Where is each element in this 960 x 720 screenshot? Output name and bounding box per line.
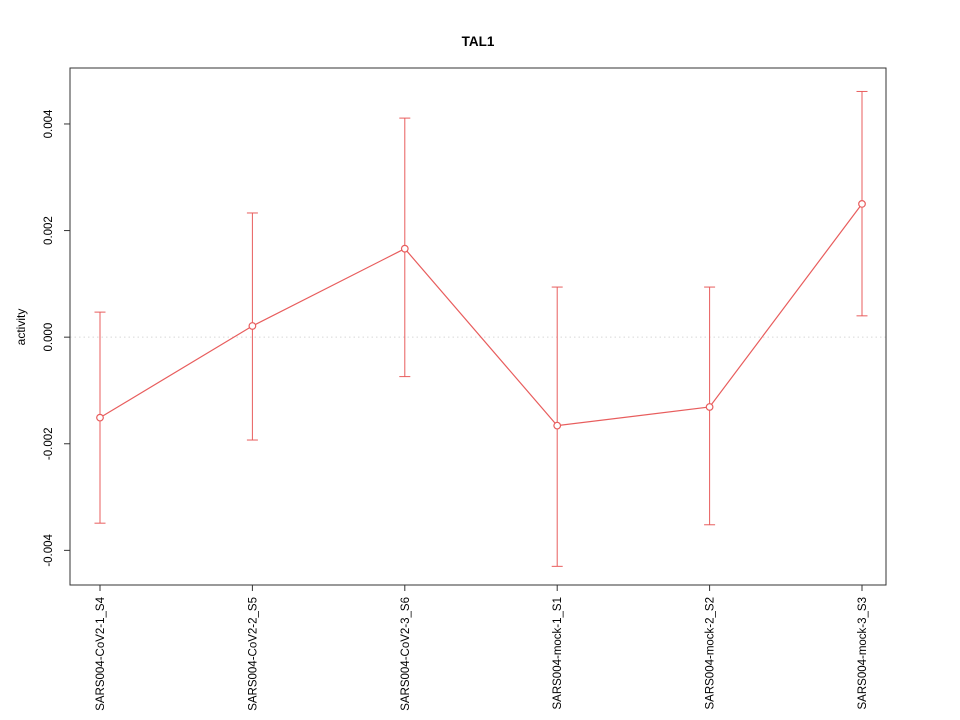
data-point	[858, 200, 866, 208]
data-point	[400, 244, 409, 253]
plot-area: -0.004 -0.002 0.000 0.002 0.004 SARS004-CoV2-…	[43, 67, 887, 711]
y-tick-label: 0.002	[43, 216, 55, 245]
plot-border	[69, 67, 887, 586]
data-point	[705, 403, 714, 411]
y-tick-label: -0.002	[43, 427, 55, 460]
data-point	[96, 413, 104, 422]
x-tick-label: SARS004-CoV2-3_S6	[400, 597, 412, 711]
data-point	[553, 421, 562, 430]
y-tick-label: 0.000	[43, 323, 55, 352]
x-tick-label: SARS004-CoV2-2_S5	[247, 597, 259, 711]
y-axis-label: activity	[14, 309, 28, 346]
x-tick-label: SARS004-mock-2_S2	[705, 597, 717, 710]
chart-title: TAL1	[462, 34, 495, 49]
y-tick-label: -0.004	[43, 533, 55, 566]
data-point	[248, 322, 257, 330]
x-tick-label: SARS004-mock-3_S3	[857, 597, 869, 710]
series-line	[99, 203, 863, 427]
x-tick-label: SARS004-CoV2-1_S4	[95, 596, 107, 710]
y-tick-label: 0.004	[43, 109, 55, 138]
x-tick-label: SARS004-mock-1_S1	[552, 597, 564, 710]
